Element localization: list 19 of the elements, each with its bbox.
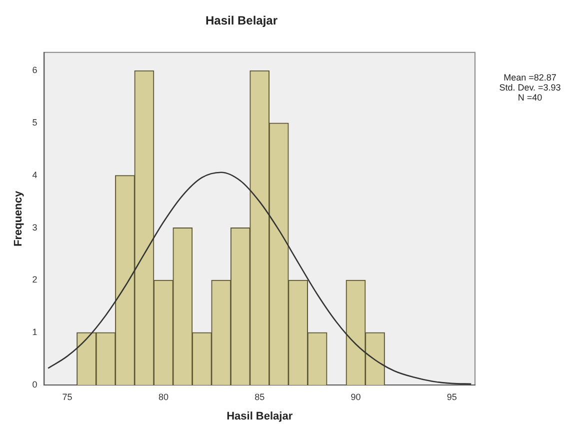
y-axis-title: Frequency: [12, 190, 25, 247]
y-tick-label: 2: [32, 274, 38, 285]
x-tick-label: 95: [446, 392, 457, 402]
text: Std. Dev. =3.93: [499, 82, 561, 92]
text: Mean =82.87: [504, 72, 556, 82]
x-tick-label: 75: [62, 392, 72, 402]
x-tick-label: 90: [350, 392, 361, 402]
x-tick-label: 85: [254, 392, 265, 402]
x-tick-label: 80: [158, 392, 168, 402]
x-axis-title: Hasil Belajar: [226, 410, 294, 422]
y-tick-label: 1: [32, 327, 38, 338]
chart-title: Hasil Belajar: [205, 14, 278, 28]
y-tick-label: 4: [32, 170, 38, 180]
y-tick-label: 3: [32, 222, 38, 232]
y-tick-label: 5: [32, 118, 38, 128]
text: N =40: [518, 92, 542, 102]
y-tick-label: 0: [32, 379, 38, 390]
y-tick-label: 6: [32, 65, 38, 76]
line-series: [47, 172, 472, 385]
